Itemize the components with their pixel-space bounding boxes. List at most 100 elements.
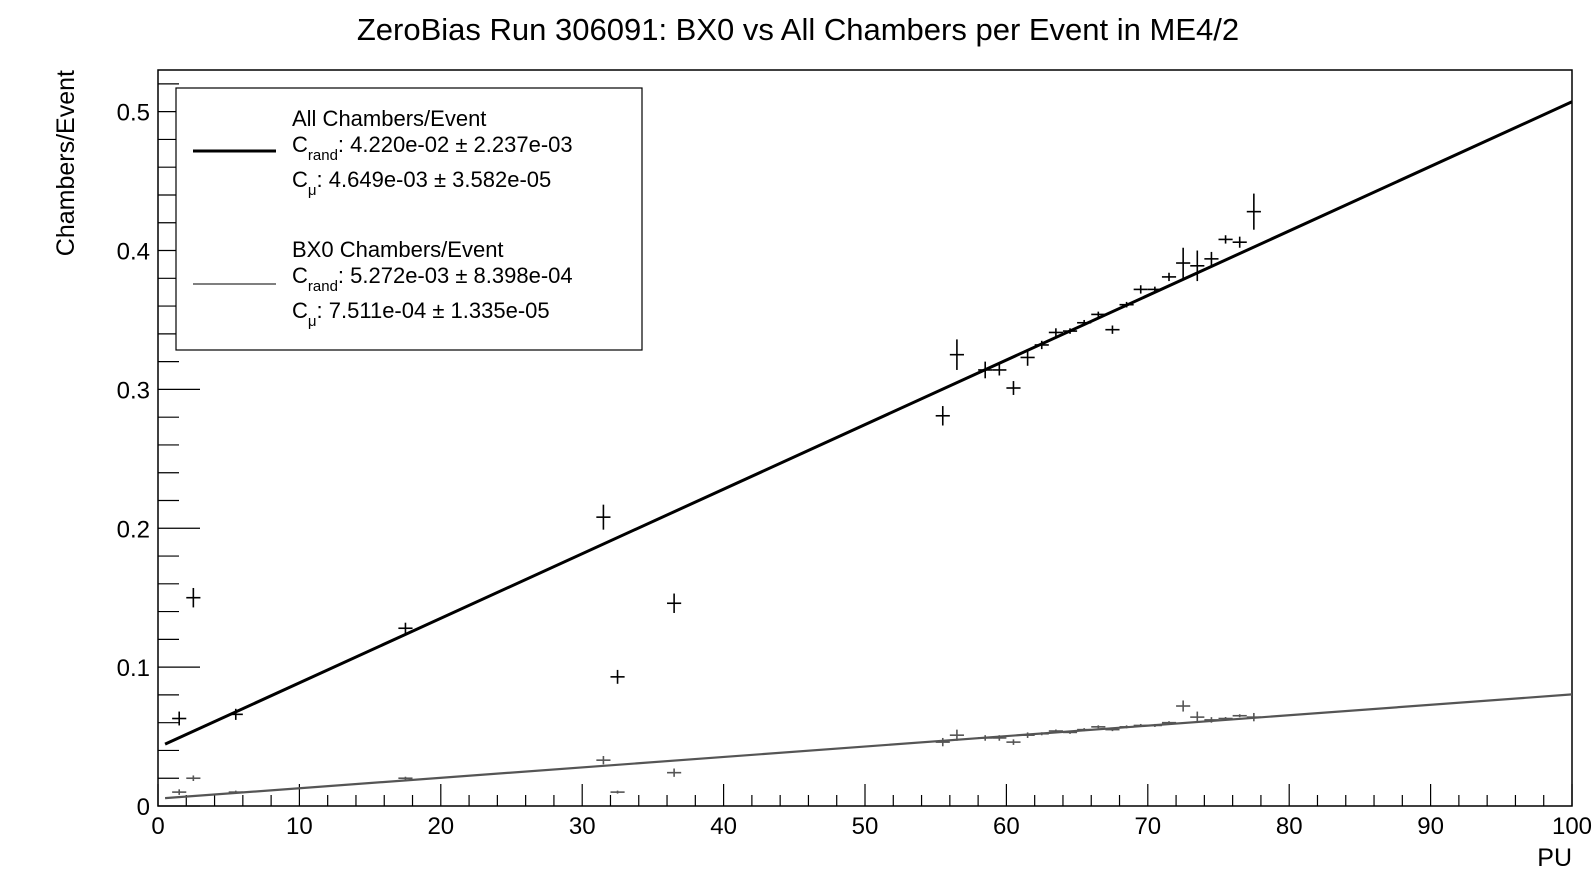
legend-bx0-crand-subscript: rand [308, 278, 338, 295]
point-all-chambers [228, 708, 243, 720]
point-bx0-chambers [1232, 714, 1247, 718]
point-all-chambers [1077, 319, 1092, 326]
x-tick-label: 100 [1552, 813, 1592, 840]
y-tick-label: 0.4 [117, 239, 150, 266]
point-bx0-chambers [1204, 717, 1219, 723]
legend-all-crand-subscript: rand [308, 147, 338, 164]
fit-lines [164, 100, 1573, 800]
y-axis: 0 0.1 0.2 0.3 0.4 0.5 [117, 83, 200, 821]
x-tick-label: 80 [1276, 813, 1303, 840]
point-all-chambers [1218, 235, 1233, 244]
y-tick-label: 0.2 [117, 516, 150, 543]
point-bx0-chambers [1062, 730, 1078, 734]
legend-entry-all-cmu: Cμ: 4.649e-03 ± 3.582e-05 [292, 167, 551, 199]
legend-entry-bx0-crand: Crand: 5.272e-03 ± 8.398e-04 [292, 263, 573, 295]
legend-bx0-crand-symbol: C [292, 263, 308, 288]
data-points [172, 193, 1261, 795]
point-all-chambers [1006, 381, 1021, 395]
point-all-chambers [667, 593, 682, 613]
point-all-chambers [1105, 325, 1120, 334]
point-bx0-chambers [978, 735, 993, 741]
legend-all-cmu-subscript: μ [308, 182, 317, 199]
x-tick-label: 70 [1134, 813, 1161, 840]
point-bx0-chambers [667, 768, 682, 777]
point-all-chambers [1176, 247, 1191, 279]
chart-title: ZeroBias Run 306091: BX0 vs All Chambers… [357, 12, 1239, 47]
y-tick-label: 0 [137, 794, 150, 821]
legend-all-crand-value: : 4.220e-02 ± 2.237e-03 [338, 132, 573, 157]
legend-all-cmu-symbol: C [292, 167, 308, 192]
point-all-chambers [935, 406, 950, 426]
legend-entry-all-crand: Crand: 4.220e-02 ± 2.237e-03 [292, 132, 573, 164]
point-all-chambers [1204, 251, 1219, 266]
x-tick-label: 90 [1417, 813, 1444, 840]
fit-line-bx0-chambers [164, 693, 1573, 800]
x-tick-label: 0 [151, 813, 164, 840]
point-all-chambers [1246, 193, 1261, 230]
point-all-chambers [172, 711, 187, 726]
point-all-chambers [186, 587, 201, 608]
point-bx0-chambers [1006, 739, 1021, 745]
point-all-chambers [1048, 328, 1063, 337]
legend-bx0-cmu-subscript: μ [308, 313, 317, 330]
point-bx0-chambers [1048, 729, 1063, 733]
point-bx0-chambers [949, 729, 964, 741]
point-all-chambers [1190, 250, 1205, 282]
point-bx0-chambers [1119, 725, 1134, 729]
point-all-chambers [596, 504, 611, 530]
point-all-chambers [1232, 236, 1247, 248]
x-tick-label: 30 [569, 813, 596, 840]
point-all-chambers [992, 364, 1007, 376]
point-all-chambers [1161, 272, 1177, 282]
point-all-chambers [978, 361, 993, 379]
point-bx0-chambers [1091, 725, 1106, 729]
point-all-chambers [398, 622, 413, 634]
fit-line-all-chambers [164, 100, 1573, 746]
legend-entry-all-name: All Chambers/Event [292, 106, 486, 131]
point-bx0-chambers [228, 790, 243, 794]
point-all-chambers [1119, 301, 1134, 308]
x-tick-label: 10 [286, 813, 313, 840]
point-all-chambers [1147, 286, 1162, 293]
point-bx0-chambers [1218, 717, 1233, 721]
point-bx0-chambers [1133, 723, 1148, 727]
point-all-chambers [1091, 311, 1106, 318]
legend-entry-bx0-cmu: Cμ: 7.511e-04 ± 1.335e-05 [292, 298, 550, 330]
point-all-chambers [610, 669, 625, 684]
point-bx0-chambers [186, 775, 201, 782]
point-bx0-chambers [610, 790, 625, 794]
x-tick-label: 20 [427, 813, 454, 840]
x-axis-label: PU [1537, 844, 1572, 872]
point-bx0-chambers [1077, 728, 1092, 732]
y-tick-label: 0.1 [117, 655, 150, 682]
point-bx0-chambers [172, 789, 187, 795]
point-bx0-chambers [596, 756, 611, 765]
x-tick-label: 60 [993, 813, 1020, 840]
point-all-chambers [1034, 340, 1049, 350]
point-all-chambers [1020, 349, 1035, 366]
point-bx0-chambers [992, 735, 1007, 741]
point-bx0-chambers [1176, 700, 1191, 712]
x-tick-label: 40 [710, 813, 737, 840]
y-axis-label: Chambers/Event [52, 70, 80, 256]
y-tick-label: 0.3 [117, 377, 150, 404]
point-bx0-chambers [1147, 723, 1162, 727]
point-all-chambers [949, 339, 964, 370]
legend-bx0-crand-value: : 5.272e-03 ± 8.398e-04 [338, 263, 573, 288]
point-all-chambers [1062, 328, 1078, 334]
legend-bx0-cmu-symbol: C [292, 298, 308, 323]
legend-bx0-cmu-value: : 7.511e-04 ± 1.335e-05 [317, 298, 550, 323]
legend-all-crand-symbol: C [292, 132, 308, 157]
x-tick-label: 50 [852, 813, 879, 840]
y-tick-label: 0.5 [117, 100, 150, 127]
legend-entry-bx0-name: BX0 Chambers/Event [292, 237, 504, 262]
point-all-chambers [1133, 285, 1148, 294]
point-bx0-chambers [1020, 732, 1035, 738]
point-bx0-chambers [1246, 712, 1261, 722]
legend: All Chambers/Event Crand: 4.220e-02 ± 2.… [175, 87, 643, 351]
point-bx0-chambers [1105, 728, 1120, 732]
point-bx0-chambers [1034, 732, 1049, 736]
x-axis: 0 10 20 30 40 50 60 70 80 90 100 [151, 784, 1592, 840]
legend-all-cmu-value: : 4.649e-03 ± 3.582e-05 [317, 167, 552, 192]
